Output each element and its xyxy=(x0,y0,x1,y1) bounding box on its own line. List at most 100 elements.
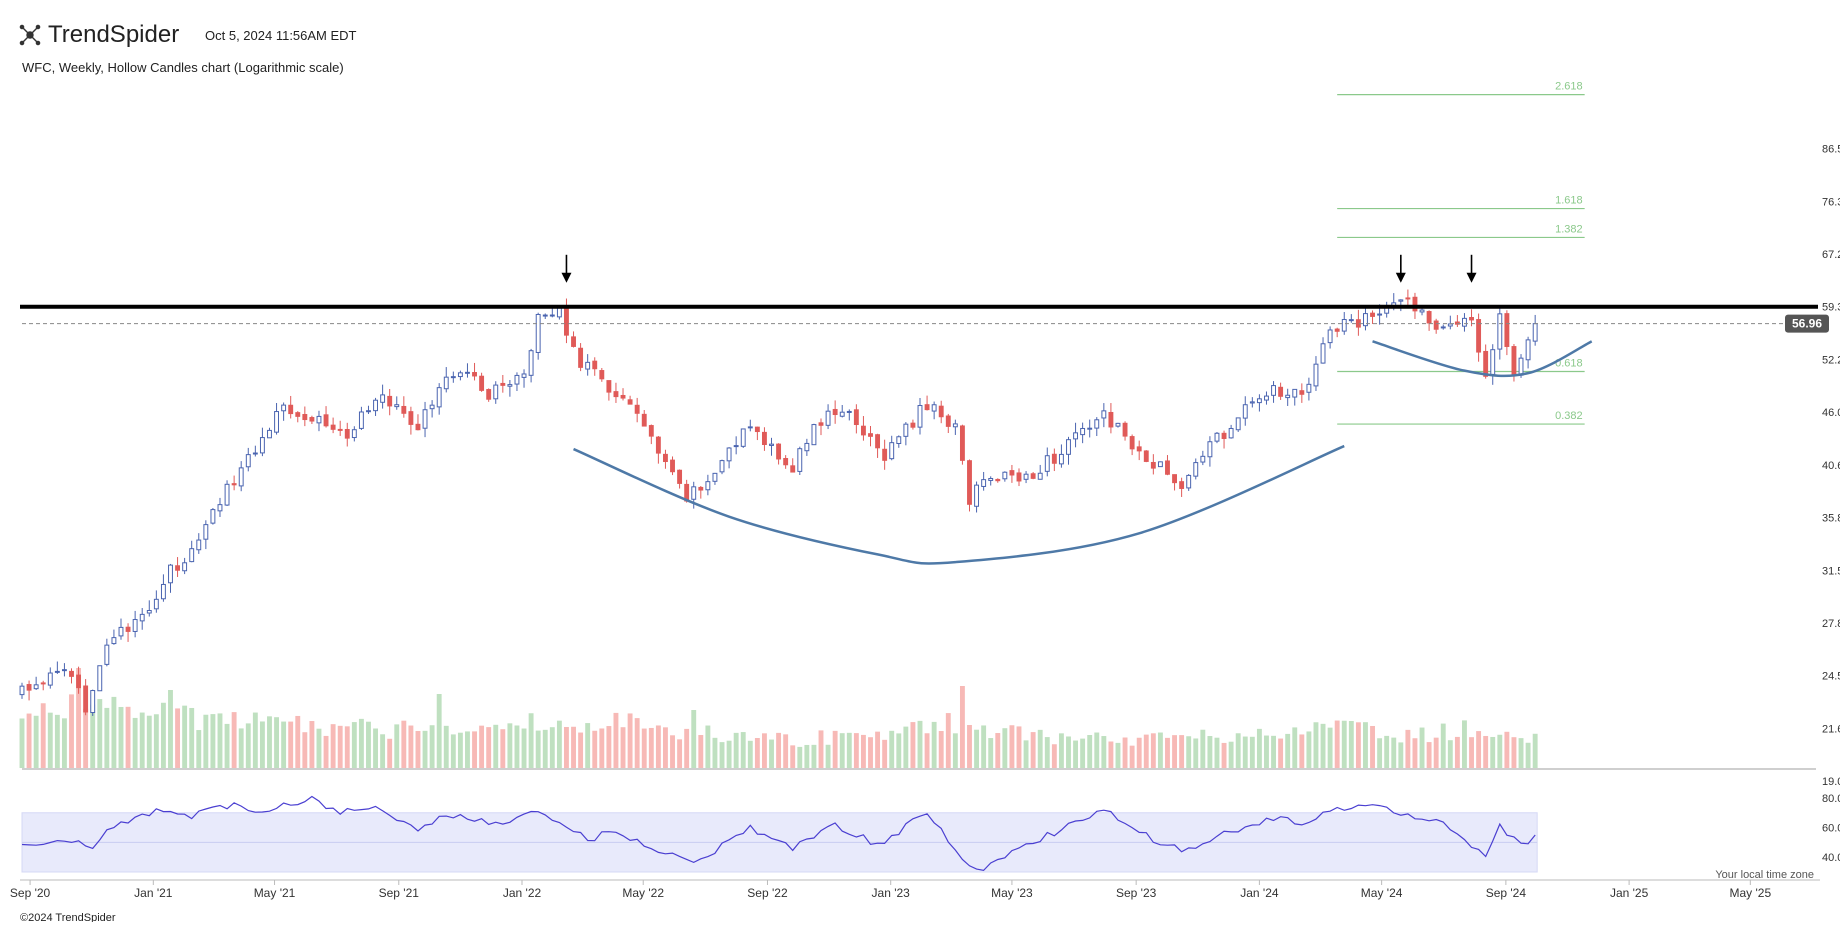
candle[interactable] xyxy=(535,312,541,360)
candle[interactable] xyxy=(1108,403,1114,434)
candle[interactable] xyxy=(1334,327,1340,338)
candle[interactable] xyxy=(1363,307,1368,331)
candle[interactable] xyxy=(76,666,82,694)
candle[interactable] xyxy=(1299,383,1305,403)
candle[interactable] xyxy=(1292,388,1298,406)
candle[interactable] xyxy=(578,343,584,372)
candle[interactable] xyxy=(1023,471,1029,484)
candle[interactable] xyxy=(1525,336,1531,369)
candle[interactable] xyxy=(160,574,166,602)
candle[interactable] xyxy=(1080,422,1086,444)
candle[interactable] xyxy=(83,679,89,716)
candle[interactable] xyxy=(500,374,506,393)
candle[interactable] xyxy=(387,388,393,416)
candle[interactable] xyxy=(875,433,881,458)
candle[interactable] xyxy=(981,471,987,491)
candle[interactable] xyxy=(288,395,294,419)
candle[interactable] xyxy=(323,406,329,428)
candle[interactable] xyxy=(832,400,838,424)
candle[interactable] xyxy=(627,395,633,405)
candle[interactable] xyxy=(111,629,117,645)
candle[interactable] xyxy=(959,424,965,465)
candle[interactable] xyxy=(118,618,124,640)
candle[interactable] xyxy=(733,436,739,455)
candle[interactable] xyxy=(917,397,923,435)
candle[interactable] xyxy=(196,533,202,554)
candle[interactable] xyxy=(783,455,789,469)
candle[interactable] xyxy=(146,600,152,617)
candle[interactable] xyxy=(479,372,485,392)
candle[interactable] xyxy=(1249,397,1255,408)
candle[interactable] xyxy=(408,406,414,435)
candle[interactable] xyxy=(90,689,96,716)
candle[interactable] xyxy=(740,428,746,448)
candle[interactable] xyxy=(450,371,456,383)
candle[interactable] xyxy=(868,425,873,447)
candle[interactable] xyxy=(634,397,640,423)
candle[interactable] xyxy=(267,427,272,439)
candle[interactable] xyxy=(203,520,209,550)
candle[interactable] xyxy=(189,540,195,563)
candle[interactable] xyxy=(1348,314,1354,323)
candle[interactable] xyxy=(571,331,576,348)
candle[interactable] xyxy=(761,427,767,451)
candle[interactable] xyxy=(125,623,131,642)
candle[interactable] xyxy=(776,443,782,465)
candle[interactable] xyxy=(1426,310,1432,331)
candle[interactable] xyxy=(1285,388,1291,406)
down-arrow-icon[interactable] xyxy=(1395,254,1406,283)
candle[interactable] xyxy=(436,383,442,415)
candle[interactable] xyxy=(97,665,103,692)
candle[interactable] xyxy=(394,396,400,410)
candle[interactable] xyxy=(1235,417,1241,432)
candle[interactable] xyxy=(507,379,513,397)
candle[interactable] xyxy=(1002,471,1008,482)
candle[interactable] xyxy=(811,423,817,446)
candle[interactable] xyxy=(1186,474,1192,491)
candle[interactable] xyxy=(663,449,668,469)
candle[interactable] xyxy=(825,404,831,430)
candle[interactable] xyxy=(1476,313,1482,362)
candle[interactable] xyxy=(210,508,216,525)
candle[interactable] xyxy=(1341,312,1347,335)
candle[interactable] xyxy=(592,357,598,376)
candle[interactable] xyxy=(1221,430,1227,449)
candle[interactable] xyxy=(1179,477,1185,497)
candle[interactable] xyxy=(295,411,301,423)
candle[interactable] xyxy=(528,348,534,383)
candle[interactable] xyxy=(1306,377,1312,401)
candle[interactable] xyxy=(1440,324,1446,330)
candle[interactable] xyxy=(1327,326,1333,349)
candle[interactable] xyxy=(153,590,159,613)
candle[interactable] xyxy=(1242,396,1248,426)
candle[interactable] xyxy=(1165,455,1170,476)
candle[interactable] xyxy=(974,481,980,513)
cup-arc[interactable] xyxy=(1372,340,1593,378)
candle[interactable] xyxy=(747,419,753,432)
candle[interactable] xyxy=(620,388,626,401)
candle[interactable] xyxy=(1122,421,1128,441)
candle[interactable] xyxy=(712,472,718,485)
candle[interactable] xyxy=(952,419,958,435)
candle[interactable] xyxy=(1051,448,1057,472)
candle[interactable] xyxy=(1115,422,1121,428)
candle[interactable] xyxy=(995,478,1001,483)
candle[interactable] xyxy=(1454,315,1460,327)
candle[interactable] xyxy=(33,676,39,690)
candle[interactable] xyxy=(1143,450,1149,463)
candle[interactable] xyxy=(846,409,852,421)
candle[interactable] xyxy=(443,367,449,393)
candle[interactable] xyxy=(882,439,888,470)
candle[interactable] xyxy=(472,362,477,381)
candle[interactable] xyxy=(252,445,258,457)
candle[interactable] xyxy=(726,447,732,469)
candle[interactable] xyxy=(599,368,605,382)
candle[interactable] xyxy=(769,437,774,456)
candle[interactable] xyxy=(1271,381,1276,403)
candle[interactable] xyxy=(1030,472,1036,480)
candle[interactable] xyxy=(231,475,237,491)
candle[interactable] xyxy=(1483,344,1489,379)
candle[interactable] xyxy=(415,414,421,431)
candle[interactable] xyxy=(860,416,866,441)
candle[interactable] xyxy=(1193,458,1199,480)
